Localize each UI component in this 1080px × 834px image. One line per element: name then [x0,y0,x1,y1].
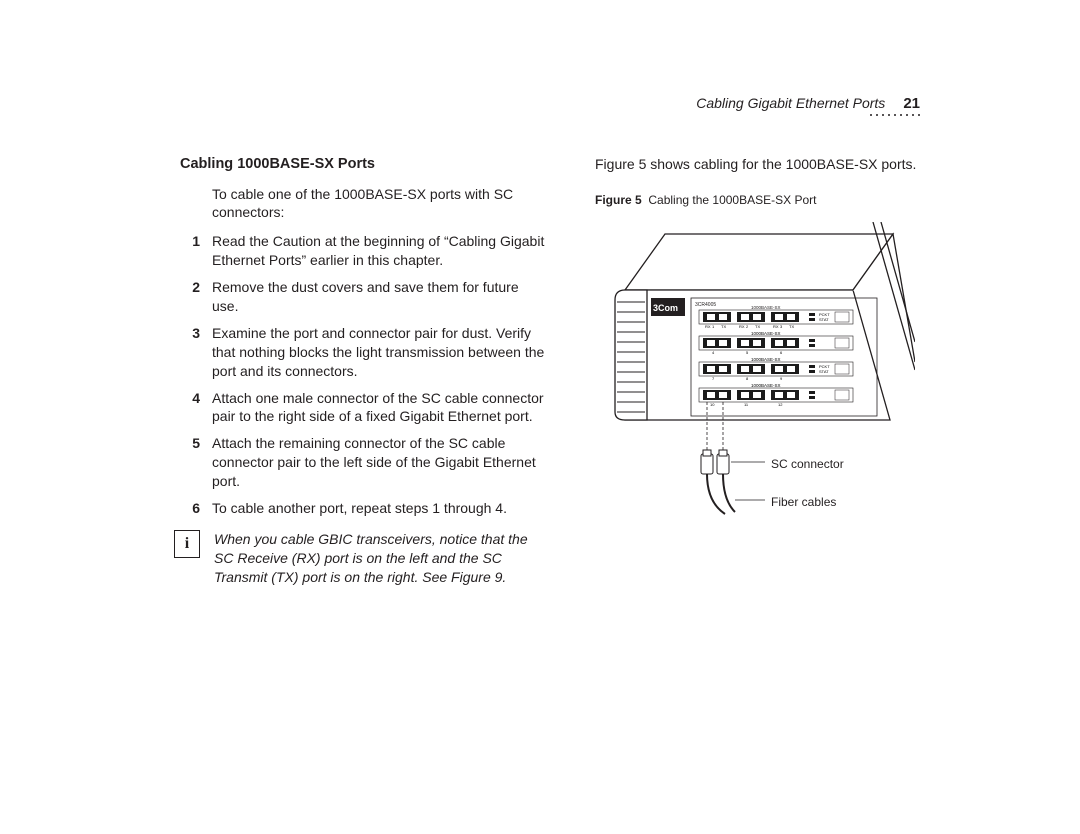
svg-text:RX: RX [773,324,779,329]
svg-text:1000BASE-SX: 1000BASE-SX [751,305,781,310]
step-text: To cable another port, repeat steps 1 th… [212,499,545,518]
step-text: Remove the dust covers and save them for… [212,278,545,316]
note-text: When you cable GBIC transceivers, notice… [214,530,545,587]
svg-text:STAT: STAT [819,317,829,322]
step-number: 5 [180,434,200,491]
fiber-cables-label: Fiber cables [771,494,836,510]
svg-text:TX: TX [789,324,794,329]
step-text: Attach one male connector of the SC cabl… [212,389,545,427]
step-number: 1 [180,232,200,270]
svg-text:STAT: STAT [819,369,829,374]
info-icon: i [174,530,200,558]
decorative-dots [870,114,920,116]
svg-text:TX: TX [755,324,760,329]
svg-text:RX: RX [739,324,745,329]
section-heading: Cabling 1000BASE-SX Ports [180,155,545,175]
step-number: 2 [180,278,200,316]
svg-text:3CR4005: 3CR4005 [695,302,716,308]
svg-text:3Com: 3Com [653,303,678,313]
svg-text:10: 10 [710,402,715,407]
step-text: Examine the port and connector pair for … [212,324,545,381]
intro-text: To cable one of the 1000BASE-SX ports wi… [180,185,545,223]
svg-text:TX: TX [721,324,726,329]
sc-connector-label: SC connector [771,456,844,472]
step-number: 6 [180,499,200,518]
svg-text:1000BASE-SX: 1000BASE-SX [751,357,781,362]
step-text: Read the Caution at the beginning of “Ca… [212,232,545,270]
step-number: 4 [180,389,200,427]
svg-text:RX: RX [705,324,711,329]
figure-reference-text: Figure 5 shows cabling for the 1000BASE-… [595,155,935,174]
svg-text:1000BASE-SX: 1000BASE-SX [751,331,781,336]
figure-diagram: 3Com 3CR4005 1000BASE-SX [595,222,915,522]
header-section-title: Cabling Gigabit Ethernet Ports [696,95,885,112]
steps-list: 1 Read the Caution at the beginning of “C… [180,232,545,518]
figure-caption: Figure 5 Cabling the 1000BASE-SX Port [595,192,935,208]
svg-text:1000BASE-SX: 1000BASE-SX [751,383,781,388]
step-number: 3 [180,324,200,381]
svg-text:12: 12 [778,402,783,407]
page-number: 21 [903,95,920,112]
step-text: Attach the remaining connector of the SC… [212,434,545,491]
